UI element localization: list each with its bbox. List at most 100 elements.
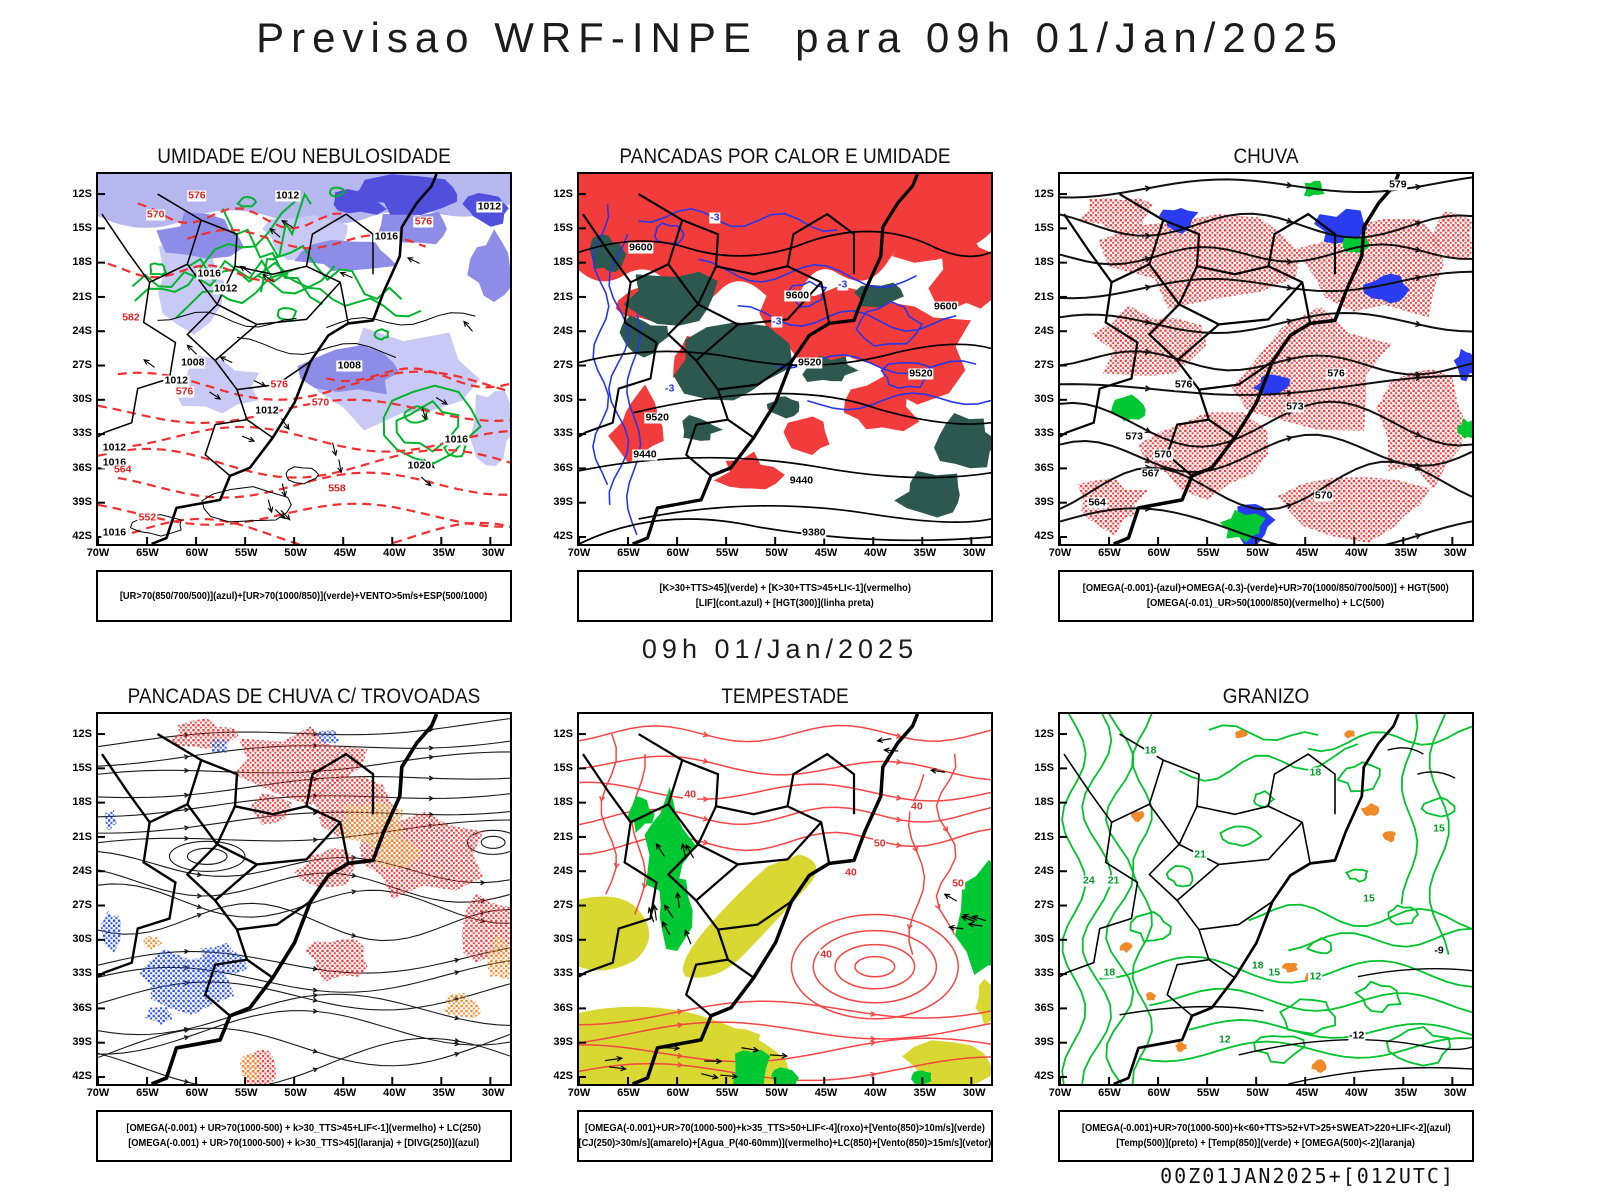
contour-label: 40 bbox=[909, 799, 924, 813]
contour-label: 570 bbox=[145, 208, 166, 221]
panel-title: CHUVA bbox=[1233, 145, 1299, 169]
map-granizo: 18 18 15 21 24 21 15 18 15 12 18 12 -12 -9 bbox=[1058, 712, 1474, 1086]
lat-tick-label: 15S bbox=[72, 222, 92, 235]
contour-label: 1008 bbox=[336, 359, 362, 372]
panel-title: PANCADAS POR CALOR E UMIDADE bbox=[619, 145, 951, 169]
contour-label: 40 bbox=[819, 947, 834, 961]
lat-tick-label: 33S bbox=[553, 967, 573, 980]
lat-tick-label: 42S bbox=[553, 1070, 573, 1082]
caption-line: [UR>70(850/700/500)](azul)+[UR>70(1000/8… bbox=[120, 590, 488, 602]
contour-label: 567 bbox=[1140, 467, 1161, 480]
contour-label: 1016 bbox=[373, 230, 400, 243]
lon-tick-label: 30W bbox=[1443, 547, 1467, 559]
lat-tick-label: 27S bbox=[1034, 899, 1054, 911]
contour-label: 40 bbox=[844, 866, 858, 879]
lon-tick-label: 70W bbox=[86, 547, 110, 559]
lat-tick-label: 36S bbox=[553, 461, 573, 474]
panel-trovoadas: PANCADAS DE CHUVA C/ TROVOADAS 12S 15S 18S 2… bbox=[60, 685, 512, 1162]
caption-umidade: [UR>70(850/700/500)](azul)+[UR>70(1000/8… bbox=[96, 570, 512, 622]
caption-line: [OMEGA(-0.01)_UR>50(1000/850)(vermelho) … bbox=[1147, 598, 1385, 609]
lon-tick-label: 45W bbox=[814, 547, 838, 559]
lat-tick-label: 30S bbox=[1034, 933, 1054, 946]
contour-label: 576 bbox=[1326, 367, 1346, 380]
lon-tick-label: 40W bbox=[383, 1087, 406, 1099]
lat-tick-label: 15S bbox=[72, 762, 92, 775]
lat-tick-label: 42S bbox=[1034, 530, 1054, 542]
lon-tick-label: 65W bbox=[617, 1087, 640, 1099]
lon-tick-label: 30W bbox=[481, 1087, 505, 1099]
contour-label: 21 bbox=[1193, 848, 1207, 861]
lat-tick-label: 36S bbox=[1034, 461, 1054, 474]
caption-line: [K>30+TTS>45](verde) + [K>30+TTS>45+LI<-… bbox=[659, 583, 911, 594]
latitude-axis: 12S 15S 18S 21S 24S 27S 30S 33S 36S 39S 42S bbox=[60, 712, 96, 1086]
lon-tick-label: 45W bbox=[333, 547, 357, 559]
contour-label: 9520 bbox=[797, 356, 823, 369]
lon-tick-label: 55W bbox=[1196, 1087, 1220, 1099]
contour-label: 564 bbox=[112, 463, 133, 476]
lon-tick-label: 35W bbox=[913, 1087, 937, 1099]
lat-tick-label: 18S bbox=[1034, 796, 1054, 809]
lat-tick-label: 30S bbox=[553, 393, 573, 406]
contour-label: 9380 bbox=[801, 526, 827, 539]
run-stamp: 00Z01JAN2025+[012UTC] bbox=[1160, 1164, 1455, 1188]
map-canvas-chuva bbox=[1060, 174, 1472, 544]
panel-umidade: UMIDADE E/OU NEBULOSIDADE 12S 15S 18S 21S 24S… bbox=[60, 145, 512, 622]
contour-label: 579 bbox=[1388, 178, 1408, 191]
lon-tick-label: 35W bbox=[432, 547, 456, 559]
lat-tick-label: 27S bbox=[72, 899, 92, 911]
lon-tick-label: 50W bbox=[765, 547, 788, 559]
lat-tick-label: 12S bbox=[1034, 188, 1054, 200]
contour-label: -3 bbox=[663, 382, 676, 395]
lat-tick-label: 33S bbox=[1034, 427, 1054, 440]
caption-trovoadas: [OMEGA(-0.001) + UR>70(1000-500) + k>30_… bbox=[96, 1110, 512, 1162]
lon-tick-label: 60W bbox=[666, 547, 690, 559]
lat-tick-label: 15S bbox=[553, 762, 573, 775]
lat-tick-label: 30S bbox=[72, 933, 92, 946]
lat-tick-label: 12S bbox=[72, 188, 92, 200]
caption-line: [OMEGA(-0.001)-(azul)+OMEGA(-0.3)-(verde… bbox=[1083, 583, 1449, 594]
contour-label: 15 bbox=[1432, 822, 1446, 835]
caption-tempestade: [OMEGA(-0.001)+UR>70(1000-500)+k>35_TTS>… bbox=[577, 1110, 993, 1162]
lon-tick-label: 65W bbox=[617, 547, 640, 559]
contour-label: 50 bbox=[872, 836, 887, 850]
lon-tick-label: 40W bbox=[383, 547, 406, 559]
lat-tick-label: 12S bbox=[1034, 728, 1054, 740]
center-caption: 09h 01/Jan/2025 bbox=[641, 634, 919, 664]
lon-tick-label: 60W bbox=[185, 547, 209, 559]
lat-tick-label: 39S bbox=[72, 495, 92, 508]
contour-label: -3 bbox=[771, 315, 783, 328]
contour-label: 576 bbox=[174, 385, 195, 398]
lon-tick-label: 70W bbox=[1048, 1087, 1072, 1099]
contour-label: 1012 bbox=[163, 374, 189, 387]
lat-tick-label: 24S bbox=[72, 864, 92, 877]
contour-label: 9600 bbox=[932, 300, 959, 313]
contour-label: 18 bbox=[1250, 959, 1265, 972]
lon-tick-label: 35W bbox=[432, 1087, 456, 1099]
contour-label: 1012 bbox=[274, 189, 301, 202]
contour-label: 1008 bbox=[180, 356, 206, 369]
panel-granizo: GRANIZO 12S 15S 18S 21S 24S 27S 30S 33S 36S 39S 42S… bbox=[1022, 685, 1474, 1162]
lon-tick-label: 50W bbox=[284, 1087, 307, 1099]
contour-label: -9 bbox=[1433, 944, 1445, 957]
lat-tick-label: 36S bbox=[72, 461, 92, 474]
latitude-axis: 12S 15S 18S 21S 24S 27S 30S 33S 36S 39S 42S bbox=[1022, 712, 1058, 1086]
contour-label: -3 bbox=[837, 278, 849, 291]
lon-tick-label: 70W bbox=[567, 1087, 591, 1099]
contour-label: 12 bbox=[1308, 970, 1323, 983]
lat-tick-label: 39S bbox=[1034, 1035, 1054, 1048]
contour-label: 576 bbox=[413, 215, 434, 228]
lat-tick-label: 36S bbox=[553, 1001, 573, 1014]
lat-tick-label: 39S bbox=[553, 1035, 573, 1048]
lat-tick-label: 42S bbox=[1034, 1070, 1054, 1082]
lat-tick-label: 12S bbox=[72, 728, 92, 740]
lat-tick-label: 33S bbox=[72, 967, 92, 980]
lat-tick-label: 30S bbox=[72, 393, 92, 406]
lon-tick-label: 70W bbox=[86, 1087, 110, 1099]
contour-label: 9520 bbox=[644, 411, 670, 424]
map-canvas-pancadas-calor bbox=[579, 174, 991, 544]
lon-tick-label: 55W bbox=[1196, 547, 1220, 559]
lon-tick-label: 30W bbox=[1443, 1087, 1467, 1099]
lat-tick-label: 21S bbox=[1034, 830, 1054, 843]
longitude-axis: 70W 65W 60W 55W 50W 45W 40W 35W 30W bbox=[87, 546, 512, 564]
longitude-axis: 70W 65W 60W 55W 50W 45W 40W 35W 30W bbox=[1049, 1086, 1474, 1104]
